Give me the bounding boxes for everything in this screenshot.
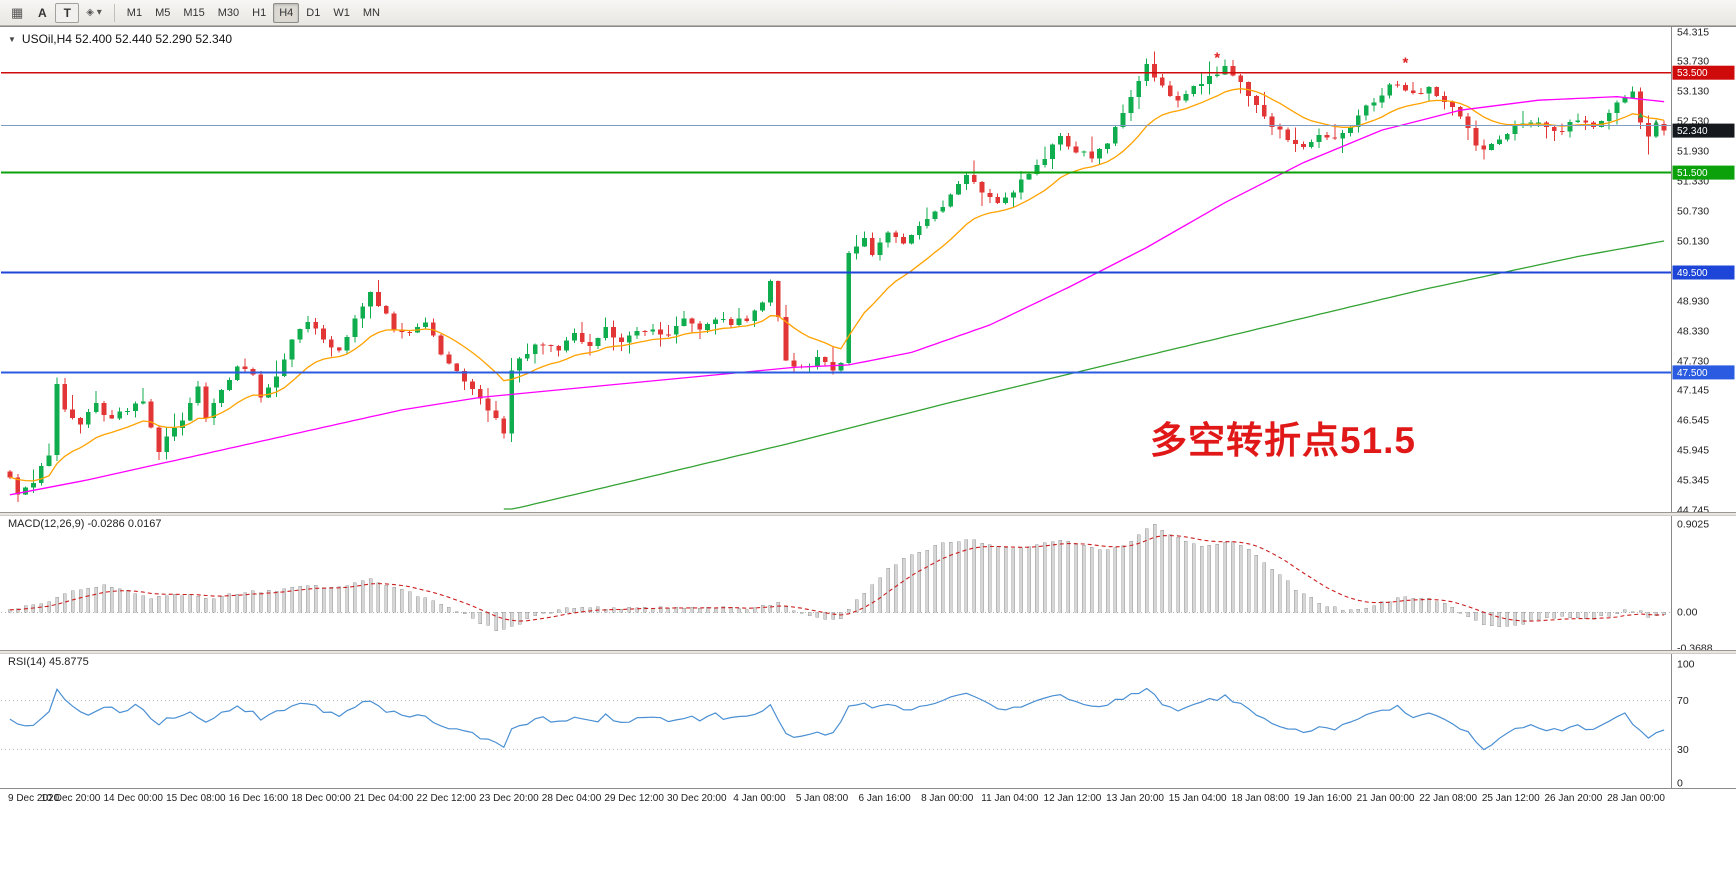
svg-text:*: *: [1402, 55, 1408, 72]
svg-text:48.930: 48.930: [1677, 296, 1709, 308]
rsi-indicator-label: RSI(14) 45.8775: [8, 656, 89, 668]
svg-text:0.00: 0.00: [1677, 607, 1698, 619]
svg-text:50.730: 50.730: [1677, 206, 1709, 218]
rsi-line: [9, 687, 1665, 751]
collapse-indicator-icon[interactable]: ▼: [8, 34, 16, 44]
symbol-ohlc-text: USOil,H4 52.400 52.440 52.290 52.340: [21, 32, 233, 46]
time-label: 21 Dec 04:00: [353, 793, 414, 804]
svg-text:100: 100: [1677, 659, 1695, 671]
time-label: 11 Jan 04:00: [981, 793, 1039, 804]
timeframe-m1-button[interactable]: M1: [126, 6, 143, 19]
timeframe-h4-button[interactable]: H4: [273, 2, 300, 23]
time-label: 29 Dec 12:00: [604, 793, 664, 804]
time-label: 13 Jan 20:00: [1106, 793, 1164, 804]
time-label: 28 Jan 00:00: [1607, 793, 1665, 804]
time-label: 15 Dec 08:00: [166, 793, 226, 804]
timeframe-w1-button[interactable]: W1: [333, 6, 350, 19]
timeframe-h1-button[interactable]: H1: [252, 6, 267, 19]
horizontal-level-lines[interactable]: [1, 72, 1671, 374]
time-axis[interactable]: 9 Dec 2020 10 Dec 20:00 14 Dec 00:00 15 Dec…: [0, 788, 1736, 812]
time-label: 30 Dec 20:00: [667, 793, 727, 804]
candlestick-series[interactable]: [7, 51, 1667, 503]
svg-text:45.945: 45.945: [1677, 445, 1709, 457]
svg-text:53.730: 53.730: [1677, 56, 1709, 68]
svg-text:49.500: 49.500: [1677, 268, 1708, 279]
shapes-dropdown-button[interactable]: ◈ ▾: [86, 7, 102, 18]
svg-text:47.145: 47.145: [1677, 385, 1709, 397]
timeframe-d1-button[interactable]: D1: [306, 6, 321, 19]
svg-text:53.130: 53.130: [1677, 86, 1709, 98]
time-label: 12 Jan 12:00: [1043, 793, 1102, 804]
ma-fast-line: [9, 88, 1665, 482]
time-label: 26 Jan 20:00: [1544, 793, 1603, 804]
chart-window: * * ▴ ▴ 54.315 53.730 53.130 52.530 51.930 51.330…: [0, 26, 1736, 812]
time-label: 22 Jan 08:00: [1419, 793, 1478, 804]
panel-divider[interactable]: [0, 512, 1736, 516]
macd-signal-line: [9, 535, 1665, 622]
svg-text:47.500: 47.500: [1677, 368, 1708, 379]
time-label: 25 Jan 12:00: [1481, 793, 1540, 804]
chart-annotation: 多空转折点51.5: [1150, 420, 1417, 461]
time-label: 10 Dec 20:00: [40, 793, 101, 804]
toolbar: ▦ A T ◈ ▾ M1 M5 M15 M30 H1 H4 D1 W1 MN: [0, 0, 1736, 26]
svg-text:50.130: 50.130: [1677, 236, 1709, 248]
timeframe-m15-button[interactable]: M15: [183, 6, 205, 19]
rsi-scale[interactable]: 100 70 30 0: [1677, 659, 1695, 789]
svg-text:47.730: 47.730: [1677, 355, 1709, 367]
time-label: 15 Jan 04:00: [1168, 793, 1227, 804]
svg-text:▴: ▴: [1653, 116, 1659, 126]
svg-text:51.930: 51.930: [1677, 146, 1709, 158]
time-label: 6 Jan 16:00: [858, 793, 911, 804]
timeframe-m30-button[interactable]: M30: [217, 6, 240, 19]
annotate-a-button[interactable]: A: [37, 5, 47, 20]
time-label: 18 Jan 08:00: [1231, 793, 1290, 804]
time-label: 5 Jan 08:00: [795, 793, 849, 804]
ma-mid-line: [9, 96, 1665, 496]
svg-text:30: 30: [1677, 744, 1689, 756]
svg-text:0.9025: 0.9025: [1677, 519, 1709, 531]
time-label: 28 Dec 04:00: [541, 793, 602, 804]
text-tool-button[interactable]: T: [55, 2, 80, 23]
chart-canvas[interactable]: * *▴▴54.31553.73053.13052.53051.93051.330…: [0, 26, 1736, 788]
trade-markers: * * ▴ ▴: [1214, 50, 1659, 127]
symbol-readout: ▼ USOil,H4 52.400 52.440 52.290 52.340: [8, 32, 232, 46]
svg-text:70: 70: [1677, 695, 1689, 707]
macd-histogram: [8, 523, 1666, 631]
svg-text:53.500: 53.500: [1677, 68, 1708, 79]
svg-text:51.500: 51.500: [1677, 168, 1708, 179]
time-label: 19 Jan 16:00: [1294, 793, 1352, 804]
svg-text:45.345: 45.345: [1677, 475, 1709, 487]
svg-text:52.340: 52.340: [1677, 126, 1708, 137]
time-label: 23 Dec 20:00: [479, 793, 539, 804]
svg-text:*: *: [1214, 50, 1220, 67]
svg-text:0: 0: [1677, 778, 1683, 789]
macd-indicator-label: MACD(12,26,9) -0.0286 0.0167: [8, 518, 162, 530]
svg-text:▴: ▴: [1637, 109, 1643, 119]
toolbar-separator: [113, 3, 115, 22]
time-label: 4 Jan 00:00: [733, 793, 786, 804]
ma-slow-line: [503, 240, 1665, 510]
time-label: 8 Jan 00:00: [921, 793, 974, 804]
panel-divider[interactable]: [0, 650, 1736, 654]
time-label: 16 Dec 16:00: [228, 793, 289, 804]
svg-text:46.545: 46.545: [1677, 415, 1709, 427]
time-label: 21 Jan 00:00: [1356, 793, 1415, 804]
price-scale[interactable]: 54.31553.73053.13052.53051.93051.33050.7…: [1677, 27, 1709, 517]
time-label: 22 Dec 12:00: [416, 793, 477, 804]
svg-text:48.330: 48.330: [1677, 325, 1709, 337]
price-badges: 53.500 51.500 49.500 47.500 52.340: [1672, 65, 1735, 380]
svg-text:54.315: 54.315: [1677, 27, 1709, 39]
time-label: 18 Dec 00:00: [291, 793, 351, 804]
timeframe-m5-button[interactable]: M5: [155, 6, 171, 19]
time-label: 14 Dec 00:00: [103, 793, 163, 804]
time-label: 9 Dec 2020: [8, 793, 60, 804]
chart-mode-button[interactable]: ▦: [11, 4, 24, 20]
timeframe-mn-button[interactable]: MN: [362, 6, 380, 19]
